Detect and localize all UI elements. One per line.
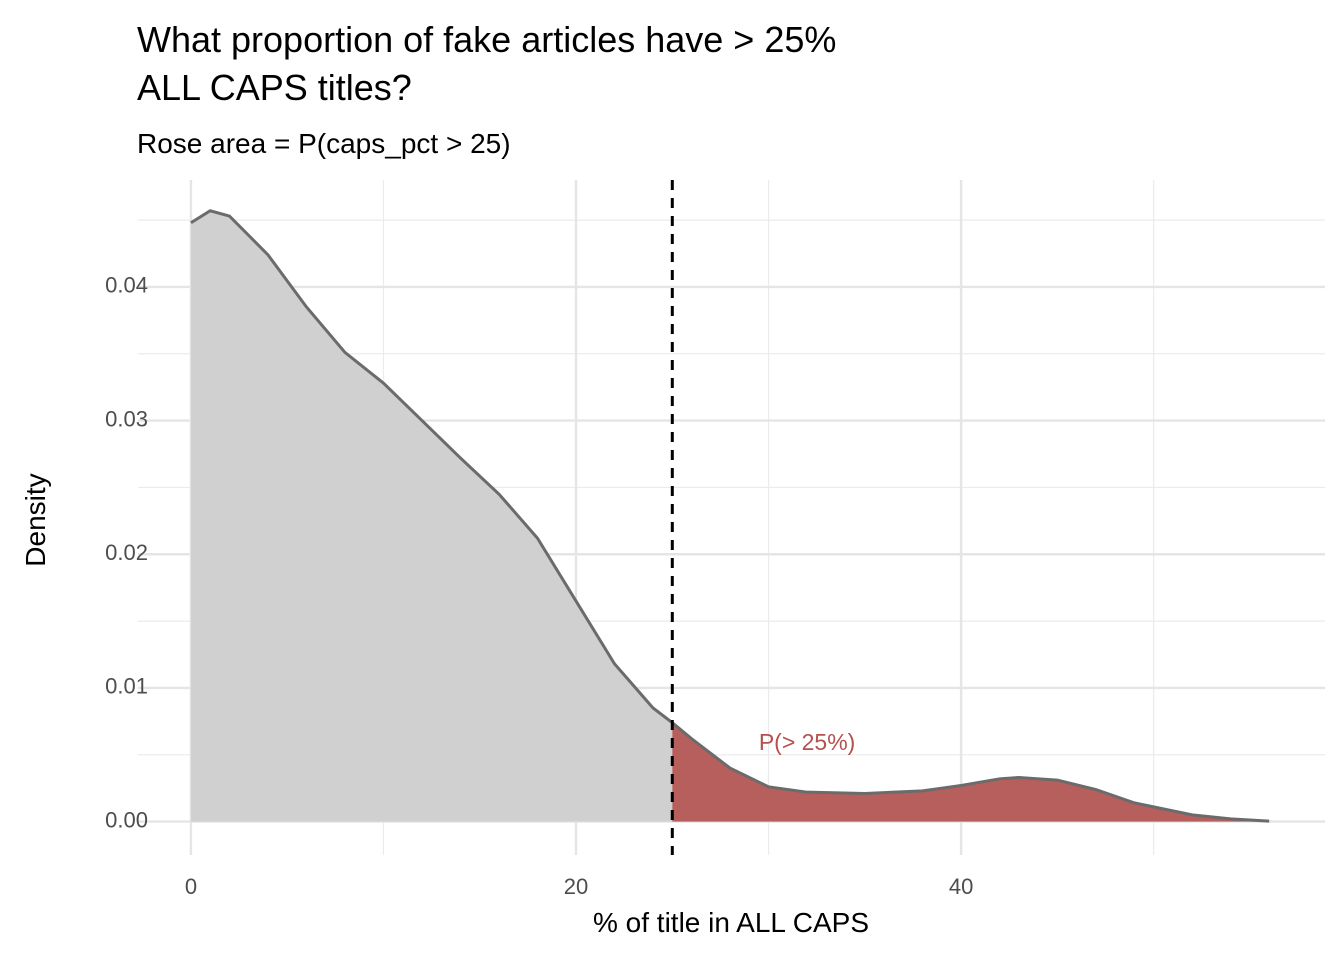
y-tick-label: 0.02 [105, 540, 148, 565]
x-tick-label: 0 [185, 874, 197, 899]
density-line [190, 209, 1270, 823]
x-tick-label: 40 [949, 874, 973, 899]
x-tick-label: 20 [564, 874, 588, 899]
y-tick-label: 0.00 [105, 807, 148, 832]
x-axis-title: % of title in ALL CAPS [593, 907, 869, 938]
chart-subtitle: Rose area = P(caps_pct > 25) [137, 128, 511, 159]
density-area-above [672, 722, 1270, 822]
y-tick-label: 0.04 [105, 273, 148, 298]
y-tick-label: 0.01 [105, 674, 148, 699]
density-area-below [190, 210, 673, 822]
annotation: P(> 25%) [759, 729, 856, 755]
chart-title: What proportion of fake articles have > … [137, 19, 836, 60]
y-tick-label: 0.03 [105, 406, 148, 431]
y-axis-title: Density [20, 473, 51, 566]
chart-title: ALL CAPS titles? [137, 67, 412, 108]
